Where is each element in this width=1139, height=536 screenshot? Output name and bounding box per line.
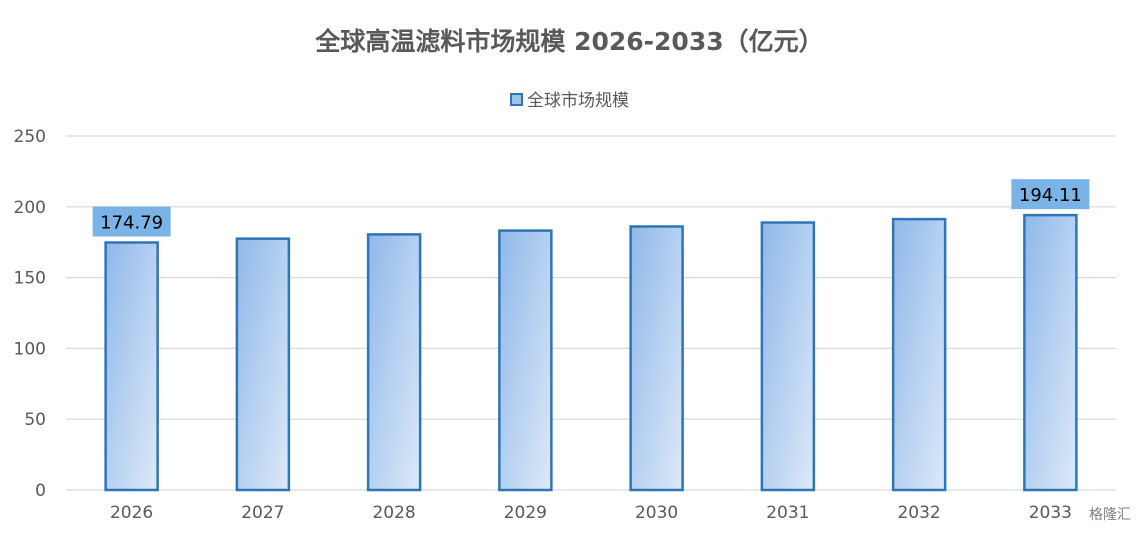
y-tick-label: 150 xyxy=(14,269,46,289)
watermark: 格隆汇 xyxy=(1089,507,1131,523)
x-tick-label: 2033 xyxy=(1029,503,1072,523)
y-tick-label: 100 xyxy=(14,339,46,359)
data-label-text: 194.11 xyxy=(1019,185,1082,206)
data-label-bg xyxy=(1011,179,1090,210)
bar-2026 xyxy=(104,241,159,492)
x-tick-label: 2029 xyxy=(504,503,547,523)
bar-2033 xyxy=(1023,213,1078,492)
chart-title: 全球高温滤料市场规模 2026-2033（亿元） xyxy=(315,27,824,56)
bar-2028 xyxy=(366,233,422,492)
x-tick-label: 2031 xyxy=(766,503,809,523)
data-label-text: 174.79 xyxy=(100,212,163,233)
x-tick-label: 2026 xyxy=(110,503,153,523)
data-label-2033: 194.11 xyxy=(1011,179,1090,210)
y-tick-label: 0 xyxy=(35,481,46,501)
bar-2027 xyxy=(235,237,291,492)
y-tick-label: 200 xyxy=(14,198,46,218)
data-label-bg xyxy=(92,206,171,237)
legend: 全球市场规模 xyxy=(0,86,1139,111)
x-tick-label: 2027 xyxy=(241,503,284,523)
bar-2032 xyxy=(891,217,947,492)
bar-2029 xyxy=(498,229,553,492)
x-tick-label: 2030 xyxy=(635,503,678,523)
data-label-2026: 174.79 xyxy=(92,206,171,237)
legend-label: 全球市场规模 xyxy=(527,91,629,111)
x-tick-label: 2028 xyxy=(372,503,415,523)
legend-swatch xyxy=(510,92,523,106)
x-tick-label: 2032 xyxy=(897,503,940,523)
bar-2031 xyxy=(760,221,816,492)
y-tick-label: 50 xyxy=(24,410,46,430)
y-tick-label: 250 xyxy=(14,127,46,147)
bar-2030 xyxy=(629,225,684,492)
